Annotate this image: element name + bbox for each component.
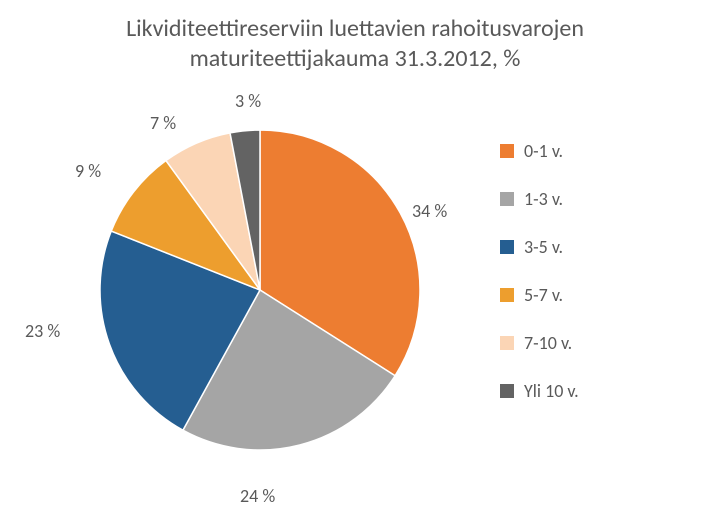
legend-label: 5-7 v. — [524, 284, 563, 306]
pie-slice-label: 34 % — [412, 200, 447, 222]
legend-label: 3-5 v. — [524, 236, 563, 258]
pie-wrap: 34 %24 %23 %9 %7 %3 % — [80, 110, 440, 470]
pie-slice-label: 23 % — [25, 320, 60, 342]
pie-chart-container: Likviditeettireserviin luettavien rahoit… — [0, 0, 710, 515]
legend-swatch — [500, 240, 514, 254]
chart-title-line2: maturiteettijakauma 31.3.2012, % — [0, 44, 710, 74]
legend-swatch — [500, 192, 514, 206]
legend-swatch — [500, 384, 514, 398]
pie-svg — [80, 110, 440, 470]
legend-item: Yli 10 v. — [500, 380, 670, 402]
legend-item: 7-10 v. — [500, 332, 670, 354]
legend-item: 5-7 v. — [500, 284, 670, 306]
legend-label: 0-1 v. — [524, 140, 563, 162]
legend: 0-1 v. 1-3 v. 3-5 v. 5-7 v. 7-10 v. Yli 10 v. — [500, 140, 670, 428]
chart-title: Likviditeettireserviin luettavien rahoit… — [0, 14, 710, 74]
legend-swatch — [500, 336, 514, 350]
pie-slice-label: 24 % — [240, 485, 275, 507]
legend-item: 0-1 v. — [500, 140, 670, 162]
legend-label: 1-3 v. — [524, 188, 563, 210]
pie-slice-label: 9 % — [75, 160, 101, 182]
pie-slice-label: 3 % — [235, 90, 261, 112]
legend-item: 3-5 v. — [500, 236, 670, 258]
legend-swatch — [500, 288, 514, 302]
legend-label: 7-10 v. — [524, 332, 572, 354]
pie-slice-label: 7 % — [150, 112, 176, 134]
legend-label: Yli 10 v. — [524, 380, 579, 402]
chart-title-line1: Likviditeettireserviin luettavien rahoit… — [0, 14, 710, 44]
legend-swatch — [500, 144, 514, 158]
legend-item: 1-3 v. — [500, 188, 670, 210]
